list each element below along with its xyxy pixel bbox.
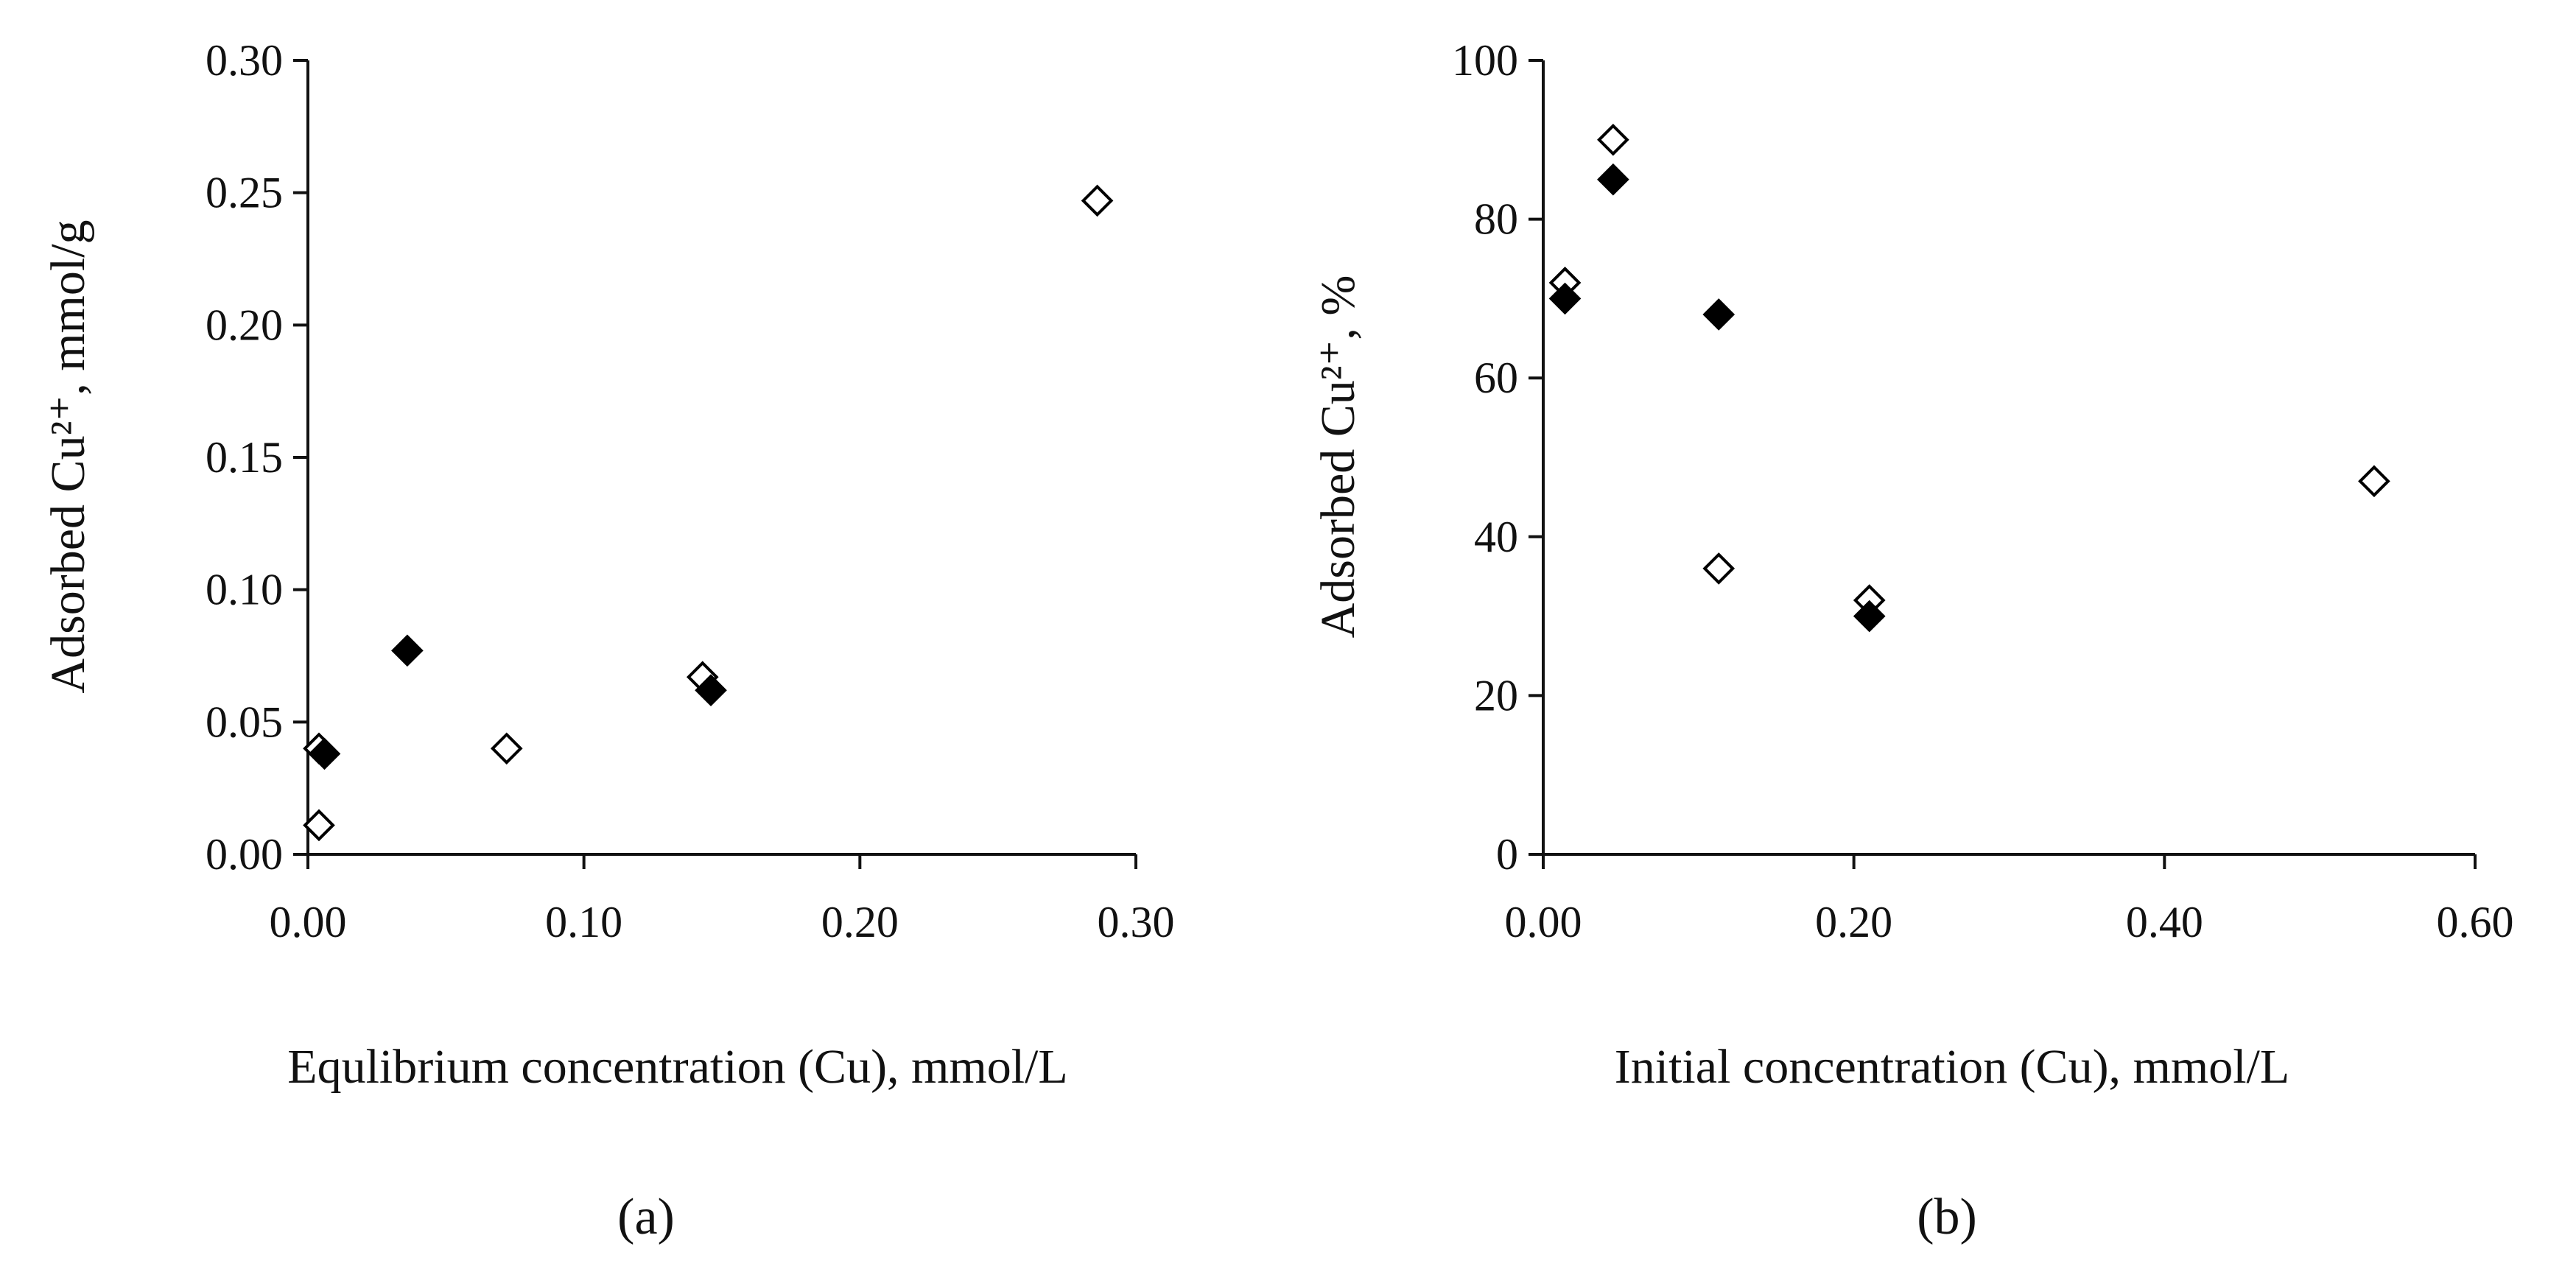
panel-a-points (303, 184, 1114, 842)
y-tick-label: 0.00 (206, 830, 283, 879)
panel-a-y-ticks: 0.00 0.05 0.10 0.15 0.20 0.25 0.30 (206, 36, 308, 879)
y-tick-label: 60 (1474, 354, 1518, 402)
y-tick-label: 0.10 (206, 566, 283, 614)
y-tick-label: 20 (1474, 671, 1518, 720)
x-tick-label: 0.00 (270, 898, 347, 946)
y-tick-label: 0.05 (206, 697, 283, 746)
x-tick-label: 0.30 (1098, 898, 1175, 946)
panel-a-x-ticks: 0.00 0.10 0.20 0.30 (270, 854, 1175, 946)
y-tick-label: 0.30 (206, 36, 283, 85)
open-diamond-marker (1702, 552, 1736, 585)
filled-diamond-marker (1597, 163, 1629, 196)
y-tick-label: 0.25 (206, 169, 283, 217)
filled-diamond-marker (391, 634, 424, 667)
x-tick-label: 0.20 (1815, 898, 1892, 946)
y-tick-label: 80 (1474, 195, 1518, 244)
open-diamond-marker (303, 809, 335, 842)
y-tick-label: 40 (1474, 513, 1518, 561)
filled-diamond-marker (1702, 298, 1736, 331)
y-tick-label: 0 (1496, 830, 1518, 879)
panel-b-x-label: Initial concentration (Cu), mmol/L (1615, 1040, 2289, 1094)
y-tick-label: 100 (1452, 36, 1518, 85)
x-tick-label: 0.40 (2126, 898, 2203, 946)
filled-diamond-marker (1548, 282, 1582, 315)
open-diamond-marker (1081, 184, 1114, 217)
panel-b-label: (b) (1917, 1189, 1977, 1245)
open-diamond-marker (490, 732, 523, 765)
panel-b-points (1548, 123, 2390, 633)
panel-a-y-label: Adsorbed Cu²⁺, mmol/g (41, 219, 95, 693)
filled-diamond-marker (1853, 600, 1886, 633)
y-tick-label: 0.20 (206, 300, 283, 349)
panel-b-x-ticks: 0.00 0.20 0.40 0.60 (1505, 854, 2514, 946)
y-tick-label: 0.15 (206, 433, 283, 482)
filled-diamond-marker (695, 674, 727, 707)
panel-a-x-label: Equlibrium concentration (Cu), mmol/L (287, 1040, 1067, 1094)
open-diamond-marker (2358, 465, 2390, 498)
panel-b: 0 20 40 60 80 100 0.00 0.20 0.40 0.60 Initial co… (1311, 36, 2514, 1245)
filled-diamond-marker (308, 737, 341, 770)
panel-b-y-ticks: 0 20 40 60 80 100 (1452, 36, 1543, 879)
x-tick-label: 0.00 (1505, 898, 1582, 946)
panel-a-label: (a) (617, 1189, 675, 1245)
x-tick-label: 0.10 (545, 898, 622, 946)
x-tick-label: 0.20 (821, 898, 899, 946)
open-diamond-marker (1597, 123, 1629, 156)
x-tick-label: 0.60 (2437, 898, 2514, 946)
panel-a: 0.00 0.05 0.10 0.15 0.20 0.25 0.30 0.00 0.10 0.2… (41, 36, 1175, 1245)
panel-b-y-label: Adsorbed Cu²⁺, % (1311, 275, 1365, 639)
